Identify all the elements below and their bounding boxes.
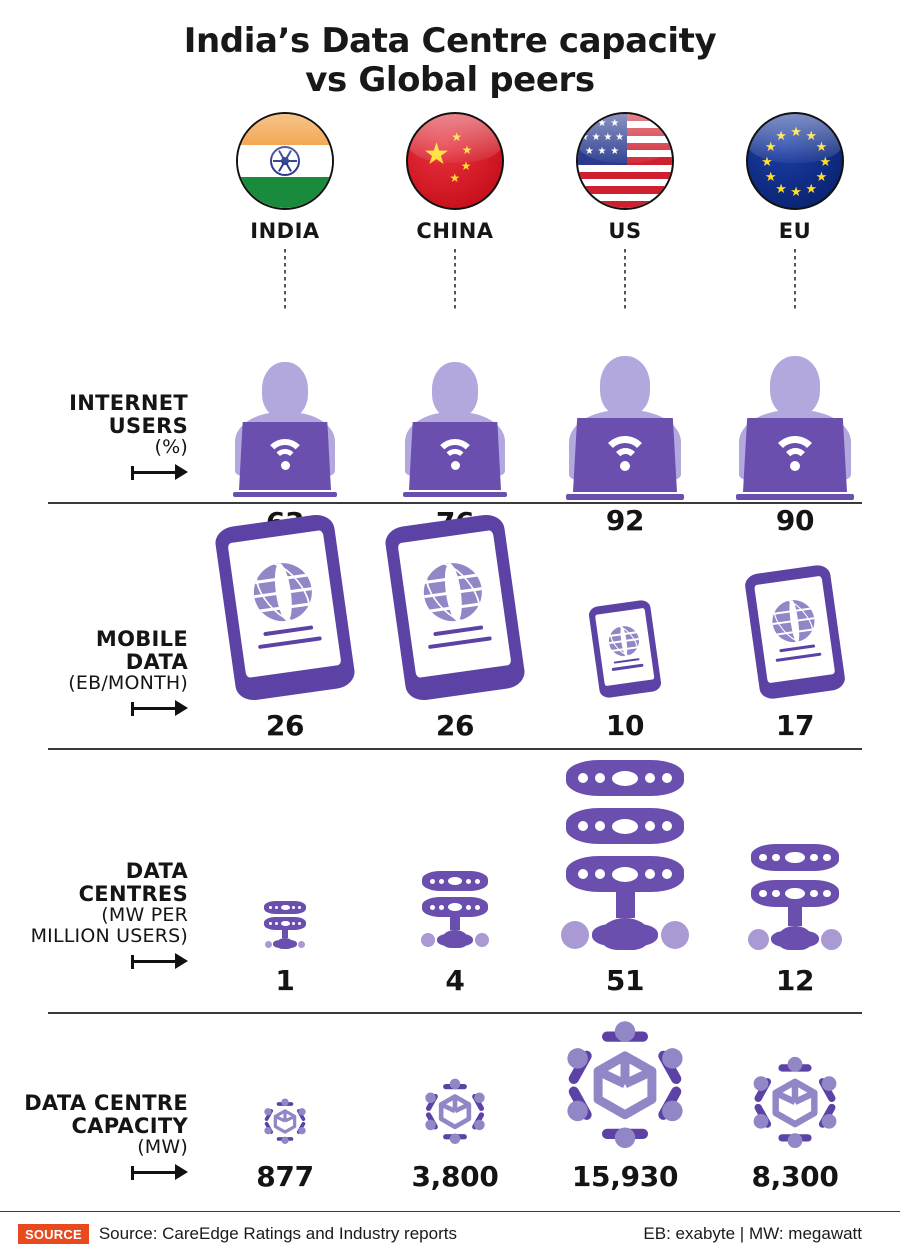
row-internet-users: 63 76 xyxy=(200,340,880,539)
internet-users-value-eu: 90 xyxy=(775,504,815,537)
server-rack-icon xyxy=(418,871,492,950)
capacity-value-india: 877 xyxy=(256,1160,314,1193)
row-label-internet-users-line1: INTERNET xyxy=(69,391,188,415)
mobile-data-cell-eu: 17 xyxy=(710,563,880,742)
smartphone-globe-icon xyxy=(587,599,663,699)
flag-eu-icon: ★ ★ ★ ★ ★ ★ ★ ★ ★ ★ ★ ★ xyxy=(746,112,844,210)
row-label-mobile-data: MOBILE DATA (EB/MONTH) xyxy=(0,627,200,717)
smartphone-globe-icon xyxy=(213,512,357,703)
internet-users-cell-china: 76 xyxy=(370,340,540,539)
row-label-data-centres: DATA CENTRES (MW PER MILLION USERS) xyxy=(0,859,200,970)
capacity-value-eu: 8,300 xyxy=(751,1160,839,1193)
data-centres-cell-china: 4 xyxy=(370,871,540,997)
capacity-value-us: 15,930 xyxy=(571,1160,679,1193)
mobile-data-value-eu: 17 xyxy=(775,709,815,742)
country-column-eu: ★ ★ ★ ★ ★ ★ ★ ★ ★ ★ ★ ★ EU xyxy=(710,112,880,311)
country-label-us: US xyxy=(608,219,642,243)
person-laptop-wifi-icon xyxy=(730,340,860,500)
flag-india-icon xyxy=(236,112,334,210)
row-unit-mobile-data: (EB/MONTH) xyxy=(68,672,188,695)
country-label-india: INDIA xyxy=(250,219,320,243)
row-data-centre-capacity: 877 xyxy=(200,1020,880,1193)
capacity-cell-eu: 8,300 xyxy=(710,1056,880,1193)
flag-us-icon: ★ ★ ★ ★ ★ ★ ★ ★ ★ ★ xyxy=(576,112,674,210)
divider-3 xyxy=(48,1012,862,1014)
row-label-capacity-line2: CAPACITY xyxy=(71,1113,188,1138)
divider-2 xyxy=(48,748,862,750)
data-centres-value-china: 4 xyxy=(445,964,465,997)
connector-line-eu xyxy=(794,249,796,311)
row-label-internet-users: INTERNET USERS (%) xyxy=(0,391,200,481)
row-label-data-centre-capacity: DATA CENTRE CAPACITY (MW) xyxy=(0,1091,200,1181)
internet-users-cell-eu: 90 xyxy=(710,340,880,539)
hex-node-cube-icon xyxy=(422,1078,488,1144)
data-centres-value-eu: 12 xyxy=(775,964,815,997)
row-arrow-data-centres xyxy=(0,953,188,970)
page-title: India’s Data Centre capacity vs Global p… xyxy=(0,0,900,101)
capacity-cell-us: 15,930 xyxy=(540,1020,710,1193)
hex-node-cube-icon xyxy=(749,1056,841,1148)
mobile-data-cell-india: 26 xyxy=(200,512,370,742)
person-laptop-wifi-icon xyxy=(225,340,345,497)
capacity-cell-india: 877 xyxy=(200,1098,370,1193)
connector-line-india xyxy=(284,249,286,311)
page-title-line-1: India’s Data Centre capacity xyxy=(183,21,717,61)
data-centres-value-india: 1 xyxy=(275,964,295,997)
mobile-data-value-us: 10 xyxy=(605,709,645,742)
row-data-centres: 1 xyxy=(200,760,880,997)
row-mobile-data: 26 xyxy=(200,512,880,742)
internet-users-cell-india: 63 xyxy=(200,340,370,539)
row-arrow-internet-users xyxy=(0,464,188,481)
country-column-china: ★ ★ ★ ★ ★ CHINA xyxy=(370,112,540,311)
hex-node-cube-icon xyxy=(262,1098,308,1144)
data-centres-value-us: 51 xyxy=(605,964,645,997)
mobile-data-cell-china: 26 xyxy=(370,512,540,742)
country-column-us: ★ ★ ★ ★ ★ ★ ★ ★ ★ ★ US xyxy=(540,112,710,311)
country-column-india: INDIA xyxy=(200,112,370,311)
footer: SOURCE Source: CareEdge Ratings and Indu… xyxy=(0,1211,900,1255)
data-centres-cell-india: 1 xyxy=(200,901,370,997)
country-header-row: INDIA ★ ★ ★ ★ ★ CHINA ★ ★ ★ ★ xyxy=(200,112,880,311)
legend-text: EB: exabyte | MW: megawatt xyxy=(643,1223,862,1243)
person-laptop-wifi-icon xyxy=(395,340,515,497)
row-unit-data-centres-line2: MILLION USERS) xyxy=(30,925,188,948)
mobile-data-value-china: 26 xyxy=(435,709,475,742)
person-laptop-wifi-icon xyxy=(560,340,690,500)
data-centres-cell-us: 51 xyxy=(540,760,710,997)
country-label-china: CHINA xyxy=(416,219,494,243)
page-title-line-2: vs Global peers xyxy=(305,60,595,101)
row-label-mobile-data-line2: DATA xyxy=(125,649,188,674)
internet-users-value-us: 92 xyxy=(605,504,645,537)
row-label-data-centres-line2: CENTRES xyxy=(78,881,188,906)
divider-1 xyxy=(48,502,862,504)
source-badge: SOURCE xyxy=(18,1223,89,1244)
server-rack-icon xyxy=(262,901,308,950)
mobile-data-cell-us: 10 xyxy=(540,599,710,742)
server-rack-icon xyxy=(743,844,847,952)
row-label-mobile-data-line1: MOBILE xyxy=(95,627,188,651)
flag-china-icon: ★ ★ ★ ★ ★ xyxy=(406,112,504,210)
source-text: Source: CareEdge Ratings and Industry re… xyxy=(98,1223,457,1243)
row-unit-capacity: (MW) xyxy=(137,1136,188,1159)
capacity-value-china: 3,800 xyxy=(411,1160,499,1193)
row-label-internet-users-line2: USERS xyxy=(108,413,188,438)
smartphone-globe-icon xyxy=(743,563,847,701)
data-centres-cell-eu: 12 xyxy=(710,844,880,997)
row-unit-internet-users: (%) xyxy=(154,436,188,459)
mobile-data-value-india: 26 xyxy=(265,709,305,742)
smartphone-globe-icon xyxy=(383,512,527,703)
connector-line-china xyxy=(454,249,456,311)
row-label-data-centres-line1: DATA xyxy=(125,859,188,883)
row-arrow-mobile-data xyxy=(0,700,188,717)
internet-users-cell-us: 92 xyxy=(540,340,710,539)
hex-node-cube-icon xyxy=(561,1020,689,1148)
row-unit-data-centres-line1: (MW PER xyxy=(101,904,188,927)
row-arrow-capacity xyxy=(0,1164,188,1181)
capacity-cell-china: 3,800 xyxy=(370,1078,540,1193)
row-label-capacity-line1: DATA CENTRE xyxy=(24,1091,188,1115)
country-label-eu: EU xyxy=(778,219,812,243)
connector-line-us xyxy=(624,249,626,311)
server-rack-icon xyxy=(555,760,695,952)
